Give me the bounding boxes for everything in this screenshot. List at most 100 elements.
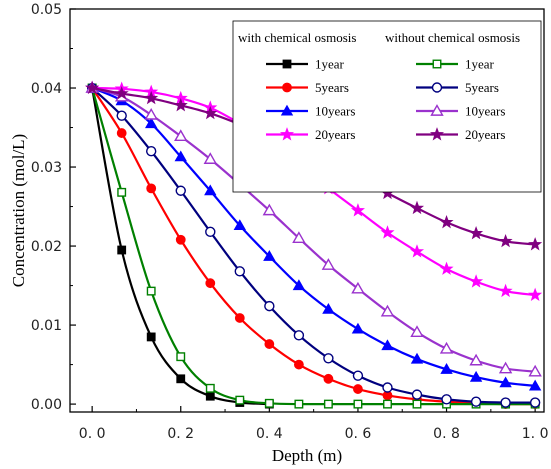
data-point <box>205 383 215 393</box>
data-point <box>173 98 188 112</box>
series-line <box>91 87 536 404</box>
data-point <box>293 359 304 370</box>
data-point <box>351 322 365 334</box>
data-point <box>469 370 483 382</box>
data-point <box>146 146 157 157</box>
data-point <box>233 219 246 231</box>
x-axis-title: Depth (m) <box>272 446 342 465</box>
data-point <box>498 233 513 248</box>
data-point <box>353 399 363 409</box>
legend-marker <box>429 127 445 141</box>
data-point <box>381 339 394 351</box>
data-point <box>412 399 422 409</box>
legend-marker <box>280 104 294 116</box>
legend-title-with-osmosis: with chemical osmosis <box>238 30 356 45</box>
x-tick-label: 0. 2 <box>167 426 194 442</box>
legend-entry-with-5years: 5years <box>266 80 349 95</box>
data-point <box>439 341 454 354</box>
legend-marker <box>282 82 292 93</box>
data-point <box>323 399 333 409</box>
data-point <box>264 339 275 349</box>
data-point <box>205 226 216 238</box>
data-point <box>116 128 127 138</box>
data-point <box>441 394 452 405</box>
data-point <box>205 391 215 401</box>
data-point <box>323 353 334 364</box>
y-axis-title: Concentration (mol/L) <box>9 134 28 287</box>
data-point <box>528 237 543 251</box>
data-point <box>117 245 127 255</box>
data-point <box>410 325 424 338</box>
data-point <box>234 266 245 277</box>
legend-marker <box>279 127 295 141</box>
legend-entry-without-5years: 5years <box>416 80 499 95</box>
legend-label: 10years <box>315 104 355 119</box>
series-line <box>91 86 536 373</box>
legend-marker <box>432 59 442 69</box>
data-point <box>352 370 364 381</box>
data-point <box>529 397 541 408</box>
data-point <box>264 398 274 408</box>
y-tick-label: 0.02 <box>31 239 62 255</box>
data-point <box>350 203 365 217</box>
data-point <box>294 399 304 409</box>
data-point <box>353 384 363 394</box>
data-point <box>234 313 245 323</box>
data-point <box>528 287 543 302</box>
data-point <box>116 110 127 121</box>
data-point <box>146 286 156 296</box>
legend-marker <box>282 59 292 69</box>
x-tick-label: 1. 0 <box>522 426 549 442</box>
data-point <box>262 203 277 216</box>
data-point <box>500 397 511 408</box>
y-tick-label: 0.05 <box>31 2 62 18</box>
legend-entry-without-10years: 10years <box>416 104 505 119</box>
data-point <box>264 300 275 312</box>
legend: with chemical osmosis without chemical o… <box>232 20 542 193</box>
data-point <box>439 214 454 229</box>
data-point <box>292 231 306 243</box>
data-point <box>146 332 156 342</box>
data-point <box>174 150 187 162</box>
data-point <box>205 278 216 289</box>
legend-label: 20years <box>465 127 505 142</box>
legend-marker <box>430 104 444 116</box>
legend-frame <box>232 20 542 193</box>
data-point <box>470 396 482 407</box>
data-point <box>203 105 218 120</box>
x-tick-label: 0. 6 <box>345 426 372 442</box>
data-point <box>292 279 306 291</box>
data-point <box>498 361 513 374</box>
data-point <box>469 274 484 288</box>
data-point <box>528 379 542 391</box>
legend-entry-without-1year: 1year <box>416 57 495 72</box>
data-point <box>383 399 392 409</box>
y-tick-label: 0.03 <box>31 160 62 176</box>
data-point <box>322 302 335 314</box>
data-point <box>409 244 425 258</box>
data-point <box>469 226 484 240</box>
data-point <box>176 374 186 384</box>
legend-label: 1year <box>315 57 345 72</box>
y-tick-label: 0.01 <box>31 318 62 334</box>
data-point <box>498 283 513 298</box>
legend-marker <box>431 82 443 93</box>
data-point <box>528 364 542 377</box>
data-point <box>85 80 100 94</box>
series-without-5years <box>86 82 541 408</box>
data-point <box>351 281 365 294</box>
data-point <box>144 90 159 105</box>
data-point <box>409 200 425 215</box>
data-point <box>380 304 395 317</box>
axis-ticks: 0. 0 0. 2 0. 4 0. 6 0. 8 1. 0 0.00 0.01 0.02 0.03… <box>31 2 549 442</box>
legend-label: 20years <box>315 127 355 142</box>
legend-entry-with-10years: 10years <box>266 104 355 119</box>
data-point <box>175 185 186 196</box>
y-tick-label: 0.00 <box>31 397 62 413</box>
data-point <box>410 352 424 364</box>
y-tick-label: 0.04 <box>31 81 62 97</box>
legend-entry-with-1year: 1year <box>266 57 345 72</box>
data-point <box>321 258 336 270</box>
data-point <box>469 353 483 366</box>
